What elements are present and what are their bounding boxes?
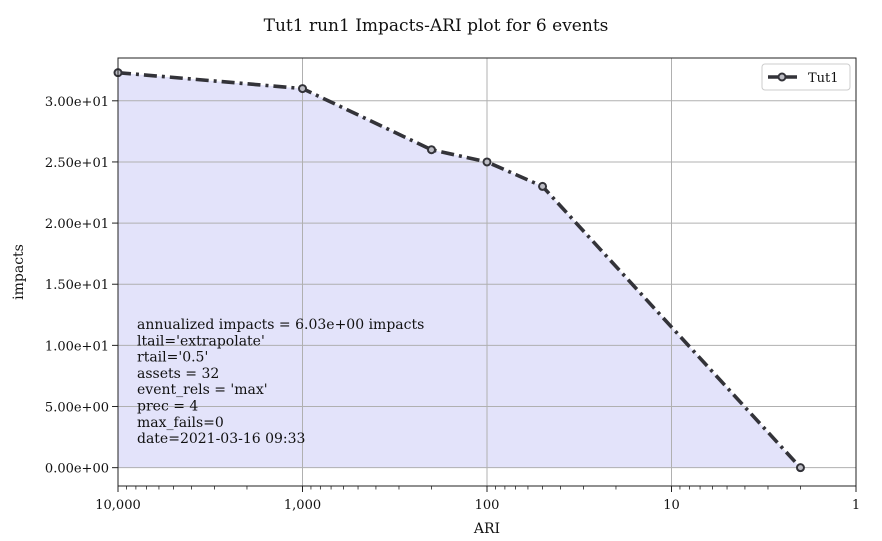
annotation-line: date=2021-03-16 09:33 [137,431,305,447]
y-tick-label: 0.00e+00 [45,462,109,477]
legend-marker-tut1 [777,72,787,82]
data-point [538,181,548,191]
data-point [426,145,436,155]
legend-label-tut1: Tut1 [808,71,839,86]
annotation-line: assets = 32 [137,366,219,382]
y-tick-label: 2.50e+01 [45,156,109,171]
annotation-line: event_rels = 'max' [137,382,268,398]
annotation-line: ltail='extrapolate' [137,333,265,349]
x-tick-label: 10,000 [95,498,141,513]
data-point [298,84,307,94]
chart-title: Tut1 run1 Impacts-ARI plot for 6 events [264,16,609,36]
data-point [482,157,492,167]
y-tick-label: 2.00e+01 [45,217,109,232]
y-tick-label: 1.50e+01 [45,278,109,293]
annotation-line: rtail='0.5' [137,350,208,366]
x-tick-label: 100 [475,498,500,513]
series-line-tut1 [117,70,802,469]
y-axis-label: impacts [11,244,27,300]
x-tick-label: 1,000 [284,498,321,513]
y-tick-label: 1.00e+01 [45,339,109,354]
x-tick-label: 1 [852,498,860,513]
x-tick-label: 10 [663,498,680,513]
legend-box [761,63,851,91]
data-point [795,463,805,473]
annotation-line: annualized impacts = 6.03e+00 impacts [137,317,424,333]
y-tick-label: 3.00e+01 [45,95,109,110]
y-tick-label: 5.00e+00 [45,401,109,416]
annotation-line: prec = 4 [137,399,198,415]
annotation-line: max_fails=0 [137,415,224,431]
area-fill [118,72,801,468]
x-axis-label: ARI [473,521,500,537]
